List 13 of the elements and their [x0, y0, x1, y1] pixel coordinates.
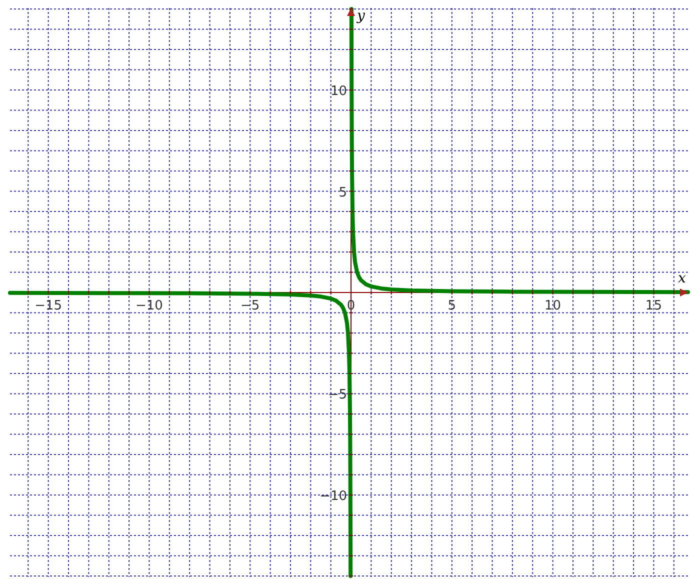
line-series — [8, 290, 353, 578]
x-axis-title: x — [678, 270, 686, 286]
x-tick-label: −10 — [136, 298, 163, 314]
y-tick-label: −10 — [320, 488, 348, 504]
x-tick-label: 5 — [448, 298, 456, 314]
y-tick-label: −5 — [328, 388, 348, 403]
y-tick-label: 10 — [330, 84, 348, 100]
y-tick-label: 5 — [338, 185, 348, 200]
y-axis-title: y — [356, 8, 366, 24]
x-tick-label: 15 — [645, 298, 662, 314]
x-tick-label: 10 — [544, 298, 562, 314]
x-tick-label: −15 — [34, 298, 62, 314]
x-tick-label: −5 — [240, 298, 260, 314]
